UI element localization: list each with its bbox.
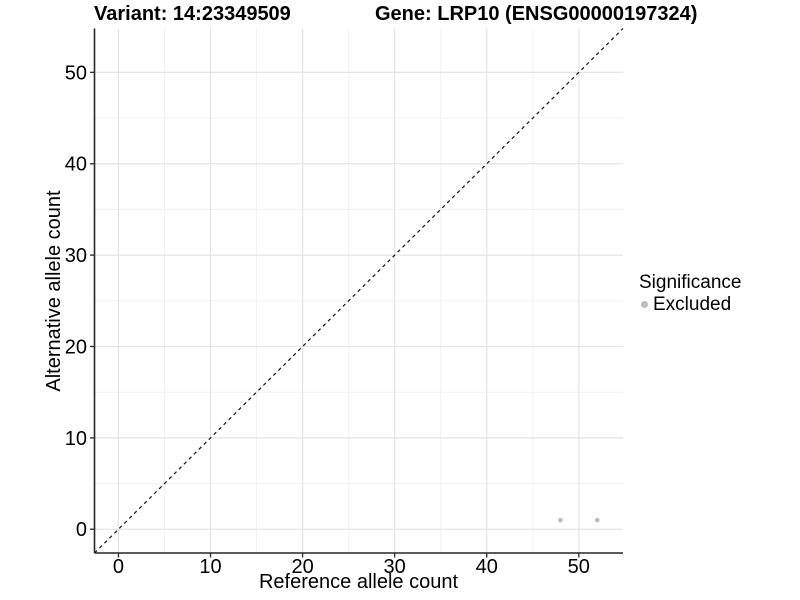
- legend-item-excluded: Excluded: [639, 295, 741, 314]
- x-tick-label: 10: [199, 556, 221, 578]
- legend-title: Significance: [639, 272, 742, 293]
- x-axis-title: Reference allele count: [258, 571, 458, 593]
- y-tick-label: 20: [65, 336, 87, 358]
- y-tick-label: 10: [65, 428, 87, 450]
- x-tick-label: 20: [291, 556, 313, 578]
- data-point: [594, 517, 600, 523]
- variant-title: Variant: 14:23349509: [94, 3, 291, 25]
- legend-item-label: Excluded: [653, 294, 732, 315]
- legend-key-dot: [641, 301, 648, 308]
- y-tick-label: 0: [76, 519, 87, 541]
- data-point: [557, 517, 563, 523]
- x-tick-label: 40: [476, 556, 498, 578]
- x-tick-label: 30: [384, 556, 406, 578]
- x-tick-label: 0: [113, 556, 124, 578]
- gene-title: Gene: LRP10 (ENSG00000197324): [375, 3, 698, 25]
- identity-line: [94, 28, 624, 554]
- y-tick-label: 30: [65, 245, 87, 267]
- x-tick-label: 50: [568, 556, 590, 578]
- y-tick-label: 50: [65, 62, 87, 84]
- legend-items: Excluded: [639, 295, 741, 314]
- y-tick-label: 40: [65, 154, 87, 176]
- legend: Significance Excluded: [639, 273, 741, 314]
